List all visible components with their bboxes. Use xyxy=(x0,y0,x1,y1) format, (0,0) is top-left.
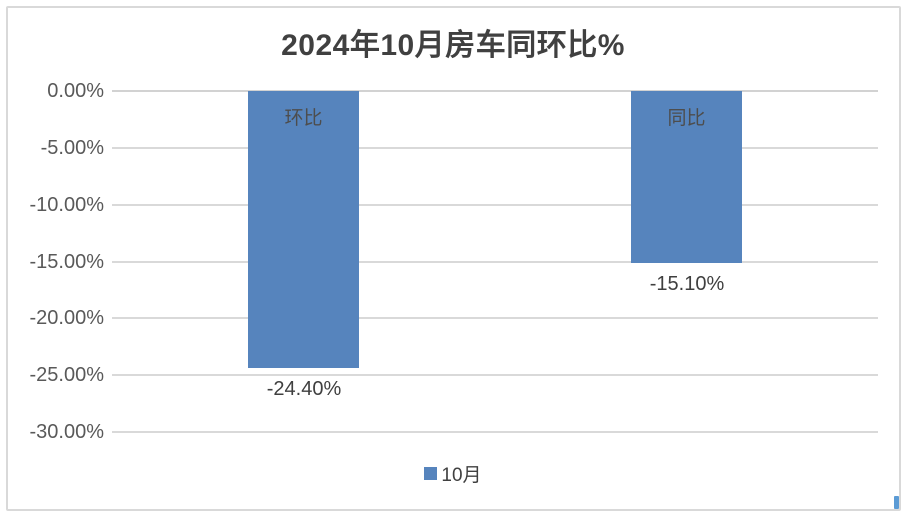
legend-label: 10月 xyxy=(441,464,482,486)
gridline xyxy=(112,431,878,433)
y-axis-tick-label: -20.00% xyxy=(29,307,105,330)
gridline xyxy=(112,261,878,263)
legend-swatch-icon xyxy=(424,466,438,480)
y-axis-tick-label: -30.00% xyxy=(29,421,105,443)
bar-category-label: 环比 xyxy=(284,108,323,129)
legend: 10月 xyxy=(0,461,906,486)
y-axis-tick-label: 0.00% xyxy=(47,80,104,102)
y-axis-tick-label: -15.00% xyxy=(29,250,105,273)
y-axis-tick-label: -5.00% xyxy=(40,136,104,159)
gridline xyxy=(112,90,878,92)
bar-2: 同比 xyxy=(631,91,742,263)
y-axis-tick-label: -25.00% xyxy=(29,364,105,387)
bar-category-label: 同比 xyxy=(667,108,706,129)
gridline xyxy=(112,317,878,319)
y-axis-tick-label: -10.00% xyxy=(29,193,105,216)
corner-artifact-mark xyxy=(894,496,899,509)
bar-value-label: -15.10% xyxy=(649,273,725,295)
bar-value-label: -24.40% xyxy=(266,378,342,400)
gridline xyxy=(112,204,878,206)
gridline xyxy=(112,374,878,376)
chart-title: 2024年10月房车同环比% xyxy=(281,29,625,62)
gridline xyxy=(112,147,878,149)
plot-area: 环比 -24.40% 同比 -15.10% xyxy=(112,90,878,433)
bar-1: 环比 xyxy=(248,91,359,368)
